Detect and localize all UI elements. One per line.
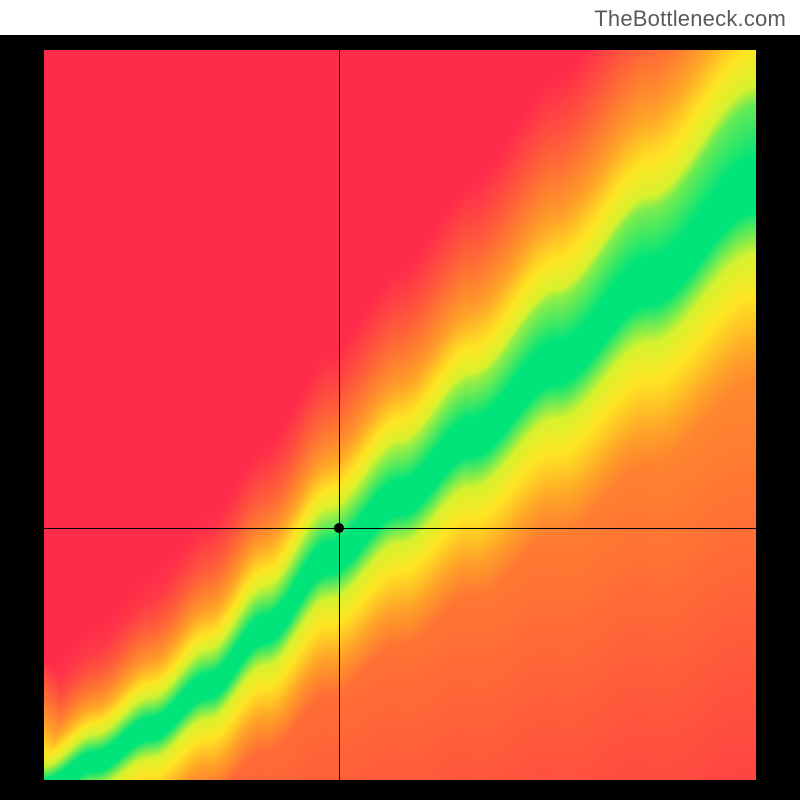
marker-dot <box>334 523 344 533</box>
watermark-label: TheBottleneck.com <box>594 6 786 31</box>
chart-outer-frame <box>0 35 800 800</box>
heatmap-canvas <box>44 50 756 780</box>
watermark-text: TheBottleneck.com <box>594 6 786 32</box>
crosshair-horizontal <box>44 528 756 529</box>
crosshair-vertical <box>339 50 340 780</box>
plot-area <box>44 50 756 780</box>
